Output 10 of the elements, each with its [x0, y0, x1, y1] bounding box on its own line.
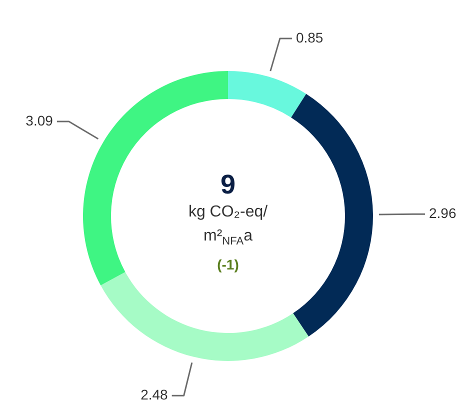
donut-slice — [291, 94, 373, 337]
data-label: 2.96 — [428, 205, 456, 222]
text: 9 — [219, 168, 237, 200]
data-label: 0.85 — [296, 29, 324, 46]
text: kg CO₂-eq/ m²$_{NFA}$a — [187, 202, 269, 250]
data-label: 3.09 — [26, 112, 54, 129]
donut-slice — [100, 272, 309, 361]
donut-slice — [228, 71, 306, 118]
text: (-1) — [216, 256, 240, 275]
data-label: 2.48 — [140, 386, 168, 403]
